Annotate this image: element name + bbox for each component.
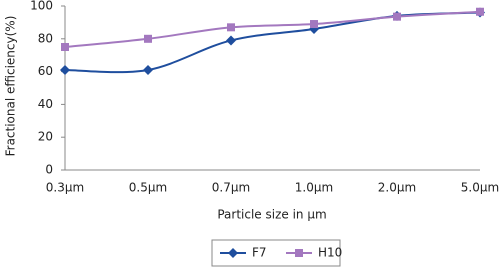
data-point (61, 43, 69, 51)
data-point (476, 7, 484, 16)
data-point (144, 34, 152, 43)
x-tick-label: 0.7µm (212, 181, 250, 195)
data-point (393, 12, 401, 21)
y-axis-title: Fractional efficiency(%) (4, 16, 18, 157)
data-point (143, 64, 153, 75)
x-tick-label: 5.0µm (461, 181, 499, 195)
data-point (60, 64, 70, 75)
x-tick-label: 0.5µm (129, 181, 167, 195)
legend-label: F7 (252, 246, 267, 260)
y-tick-label: 100 (30, 0, 53, 13)
y-tick-label: 20 (38, 130, 53, 144)
x-axis-title: Particle size in µm (217, 208, 326, 222)
data-point (310, 20, 318, 29)
legend-box (211, 239, 341, 267)
y-tick-label: 0 (45, 163, 53, 177)
series-line (64, 11, 481, 74)
y-tick-label: 60 (38, 64, 53, 78)
x-tick-label: 1.0µm (295, 181, 333, 195)
legend-marker (295, 249, 303, 257)
legend-label: H10 (318, 246, 342, 260)
x-tick-label: 0.3µm (46, 181, 84, 195)
data-point (226, 35, 236, 46)
data-point (227, 23, 235, 32)
series-line (64, 10, 481, 48)
legend-marker (228, 248, 238, 258)
y-tick-label: 40 (38, 97, 53, 111)
y-tick-label: 80 (38, 31, 53, 45)
x-tick-label: 2.0µm (378, 181, 416, 195)
